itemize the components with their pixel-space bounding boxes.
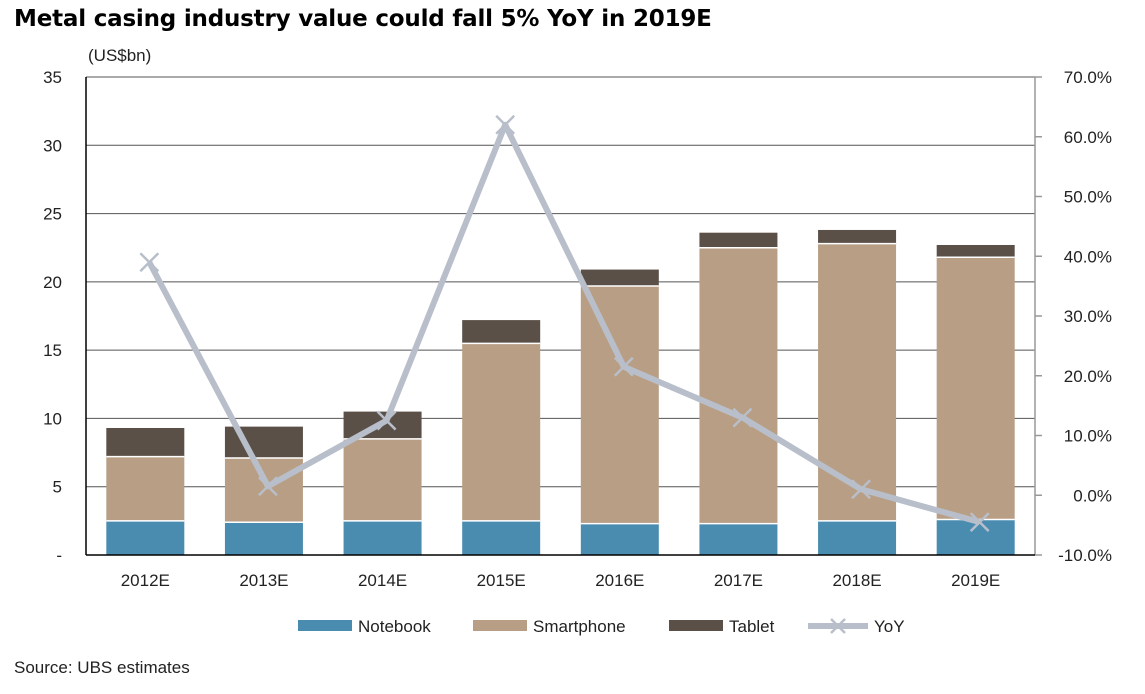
legend-label: Smartphone — [533, 617, 626, 636]
right-axis-ticks: -10.0% 0.0% 10.0% 20.0% 30.0% 40.0% 50.0% 60.0%… — [1035, 68, 1112, 565]
bar-smartphone-2016E — [580, 285, 659, 524]
yoy-point-2017E — [732, 407, 753, 428]
yoy-point-2012E — [139, 252, 160, 273]
y2-tick-label: 60.0% — [1064, 128, 1112, 147]
yoy-marker-stroke — [139, 252, 160, 273]
x-tick-label: 2019E — [951, 571, 1000, 590]
yoy-line — [139, 114, 990, 533]
bar-tablet-2017E — [699, 232, 778, 248]
yoy-marker-stroke — [376, 410, 397, 431]
bar-notebook-2017E — [699, 523, 778, 555]
yoy-marker-stroke — [732, 407, 753, 428]
bar-smartphone-2014E — [343, 438, 422, 521]
bar-smartphone-2015E — [462, 343, 541, 521]
y-tick-label: 10 — [43, 409, 62, 428]
legend-label: Notebook — [358, 617, 431, 636]
legend-label: Tablet — [729, 617, 775, 636]
y2-tick-label: 10.0% — [1064, 427, 1112, 446]
y-tick-label: 30 — [43, 136, 62, 155]
bar-notebook-2015E — [462, 520, 541, 555]
legend-item-notebook: Notebook — [298, 617, 431, 636]
chart-title: Metal casing industry value could fall 5… — [14, 6, 712, 32]
x-tick-label: 2016E — [595, 571, 644, 590]
x-tick-label: 2014E — [358, 571, 407, 590]
y-tick-label: 15 — [43, 341, 62, 360]
yoy-marker-stroke — [495, 114, 516, 135]
bar-notebook-2018E — [818, 520, 897, 555]
legend-item-tablet: Tablet — [669, 617, 775, 636]
bar-tablet-2015E — [462, 320, 541, 344]
y-tick-label: 5 — [53, 478, 62, 497]
y-tick-label: - — [56, 546, 62, 565]
yoy-point-2015E — [495, 114, 516, 135]
bar-smartphone-2018E — [818, 243, 897, 521]
yoy-marker-stroke — [613, 356, 634, 377]
y-tick-label: 20 — [43, 273, 62, 292]
yoy-point-2019E — [969, 512, 990, 533]
left-axis-ticks: - 5 10 15 20 25 30 35 — [43, 68, 62, 565]
y2-tick-label: -10.0% — [1058, 546, 1112, 565]
x-tick-label: 2017E — [714, 571, 763, 590]
legend-swatch — [473, 620, 527, 631]
legend: Notebook Smartphone Tablet YoY — [298, 617, 905, 636]
yoy-marker-stroke — [969, 512, 990, 533]
y2-tick-label: 0.0% — [1073, 486, 1112, 505]
bars — [106, 229, 1015, 555]
legend-swatch — [298, 620, 352, 631]
bar-tablet-2019E — [936, 244, 1015, 258]
bar-tablet-2012E — [106, 427, 185, 457]
y-tick-label: 25 — [43, 205, 62, 224]
bar-tablet-2018E — [818, 229, 897, 244]
x-tick-label: 2015E — [477, 571, 526, 590]
yoy-point-2018E — [851, 479, 871, 500]
x-tick-label: 2012E — [121, 571, 170, 590]
y-tick-label: 35 — [43, 68, 62, 87]
legend-item-smartphone: Smartphone — [473, 617, 626, 636]
bar-notebook-2014E — [343, 520, 422, 555]
yoy-marker-stroke — [258, 476, 278, 497]
y2-tick-label: 20.0% — [1064, 367, 1112, 386]
legend-item-yoy: YoY — [808, 617, 905, 636]
bar-tablet-2016E — [580, 269, 659, 286]
legend-swatch — [669, 620, 723, 631]
x-tick-label: 2018E — [832, 571, 881, 590]
y2-tick-label: 50.0% — [1064, 188, 1112, 207]
bar-smartphone-2012E — [106, 456, 185, 521]
yoy-point-2014E — [376, 410, 397, 431]
y-axis-unit-label: (US$bn) — [88, 46, 152, 65]
bar-smartphone-2017E — [699, 247, 778, 524]
y2-tick-label: 40.0% — [1064, 247, 1112, 266]
x-tick-label: 2013E — [239, 571, 288, 590]
yoy-line-path — [146, 121, 981, 526]
yoy-point-2013E — [258, 476, 278, 497]
bar-notebook-2016E — [580, 523, 659, 555]
yoy-marker-stroke — [851, 479, 871, 500]
y2-tick-label: 30.0% — [1064, 307, 1112, 326]
legend-marker-stroke — [830, 618, 846, 634]
bar-smartphone-2019E — [936, 257, 1015, 520]
bar-notebook-2013E — [224, 522, 303, 555]
bar-notebook-2012E — [106, 520, 185, 555]
x-axis-ticks: 2012E 2013E 2014E 2015E 2016E 2017E 2018E 2019E — [121, 571, 1001, 590]
y2-tick-label: 70.0% — [1064, 68, 1112, 87]
source-note: Source: UBS estimates — [14, 658, 190, 677]
yoy-point-2016E — [613, 356, 634, 377]
legend-label: YoY — [874, 617, 905, 636]
